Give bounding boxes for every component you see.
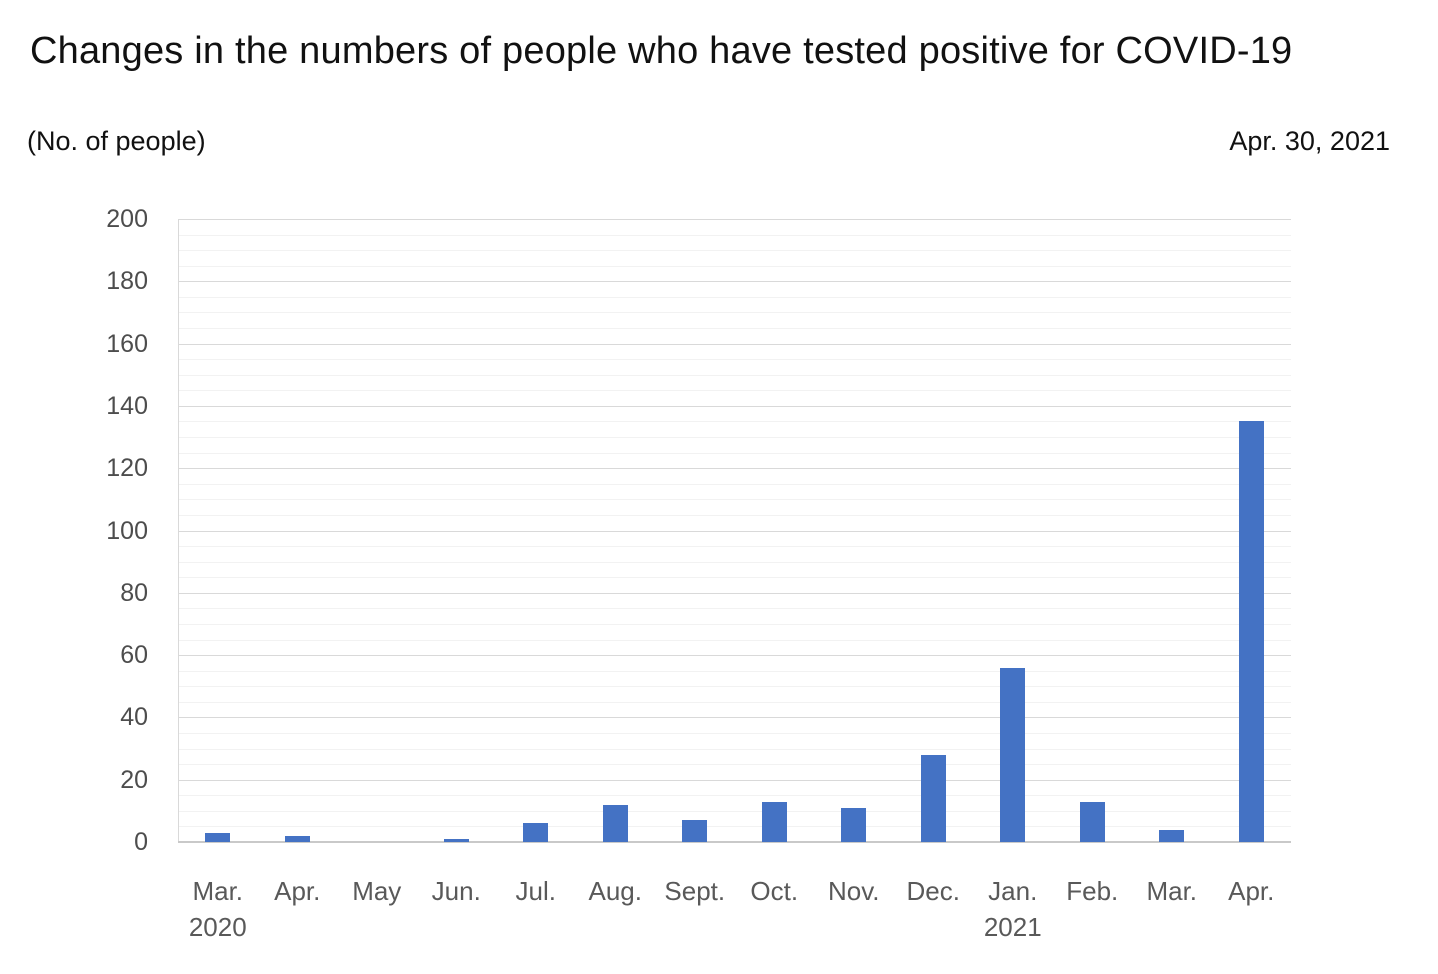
bar (1000, 667, 1026, 842)
x-tick-label: Mar. (1146, 876, 1198, 906)
bar (1079, 801, 1105, 842)
y-axis-line (178, 219, 179, 842)
major-gridline (178, 343, 1291, 345)
minor-gridline (178, 421, 1291, 423)
x-tick-label: Apr. (274, 876, 321, 906)
minor-gridline (178, 561, 1291, 563)
chart-title: Changes in the numbers of people who hav… (30, 30, 1293, 72)
x-tick-label: Sept. (664, 876, 726, 906)
bar (443, 838, 469, 842)
bar (284, 835, 310, 842)
bar (602, 804, 628, 842)
x-tick-year-label: 2020 (188, 912, 247, 942)
x-tick-label: Feb. (1066, 876, 1119, 906)
minor-gridline (178, 748, 1291, 750)
minor-gridline (178, 374, 1291, 376)
minor-gridline (178, 826, 1291, 828)
x-tick-label: Jun. (431, 876, 481, 906)
as-of-date-label: Apr. 30, 2021 (1229, 126, 1390, 156)
minor-gridline (178, 577, 1291, 579)
y-tick-label: 20 (120, 765, 148, 794)
major-gridline (178, 779, 1291, 781)
y-tick-label: 180 (106, 267, 148, 296)
x-tick-label: Jan. (988, 876, 1038, 906)
y-tick-label: 80 (120, 578, 148, 607)
bar (761, 801, 787, 842)
y-tick-label: 140 (106, 391, 148, 420)
major-gridline (178, 592, 1291, 594)
minor-gridline (178, 390, 1291, 392)
minor-gridline (178, 639, 1291, 641)
chart-plot-area (178, 219, 1291, 843)
y-tick-label: 0 (134, 828, 148, 856)
y-tick-label: 120 (106, 454, 148, 483)
x-tick-label: Jul. (515, 876, 556, 906)
x-tick-label: Apr. (1228, 876, 1275, 906)
y-tick-label: 60 (120, 641, 148, 670)
major-gridline (178, 219, 1291, 220)
x-tick-year-label: 2021 (983, 912, 1042, 942)
bar (841, 807, 867, 842)
minor-gridline (178, 452, 1291, 454)
minor-gridline (178, 312, 1291, 314)
bar (682, 820, 708, 842)
minor-gridline (178, 437, 1291, 439)
major-gridline (178, 405, 1291, 407)
minor-gridline (178, 732, 1291, 734)
major-gridline (178, 530, 1291, 532)
x-tick-label: Mar. (192, 876, 244, 906)
minor-gridline (178, 328, 1291, 330)
major-gridline (178, 281, 1291, 283)
minor-gridline (178, 608, 1291, 610)
major-gridline (178, 655, 1291, 657)
minor-gridline (178, 483, 1291, 485)
minor-gridline (178, 265, 1291, 267)
minor-gridline (178, 514, 1291, 516)
major-gridline (178, 717, 1291, 719)
bar (205, 832, 231, 842)
y-axis-unit-label: (No. of people) (27, 126, 206, 156)
x-axis-line (178, 841, 1291, 843)
y-tick-label: 40 (120, 703, 148, 732)
bar (523, 823, 549, 842)
minor-gridline (178, 546, 1291, 548)
x-tick-label: May (352, 876, 402, 906)
y-tick-label: 100 (106, 516, 148, 545)
minor-gridline (178, 296, 1291, 298)
x-tick-label: Nov. (827, 876, 880, 906)
bar (1159, 829, 1185, 842)
chart-subtitle-row: (No. of people) Apr. 30, 2021 (27, 126, 1390, 157)
minor-gridline (178, 623, 1291, 625)
minor-gridline (178, 701, 1291, 703)
minor-gridline (178, 359, 1291, 361)
minor-gridline (178, 250, 1291, 252)
minor-gridline (178, 795, 1291, 797)
bar (1238, 421, 1264, 842)
y-tick-label: 200 (106, 205, 148, 233)
minor-gridline (178, 810, 1291, 812)
x-tick-label: Dec. (906, 876, 960, 906)
x-tick-label: Oct. (750, 876, 799, 906)
minor-gridline (178, 670, 1291, 672)
y-tick-label: 160 (106, 329, 148, 358)
minor-gridline (178, 686, 1291, 688)
minor-gridline (178, 764, 1291, 766)
bar (920, 754, 946, 842)
x-tick-label: Aug. (588, 876, 643, 906)
minor-gridline (178, 499, 1291, 501)
major-gridline (178, 468, 1291, 470)
minor-gridline (178, 234, 1291, 236)
